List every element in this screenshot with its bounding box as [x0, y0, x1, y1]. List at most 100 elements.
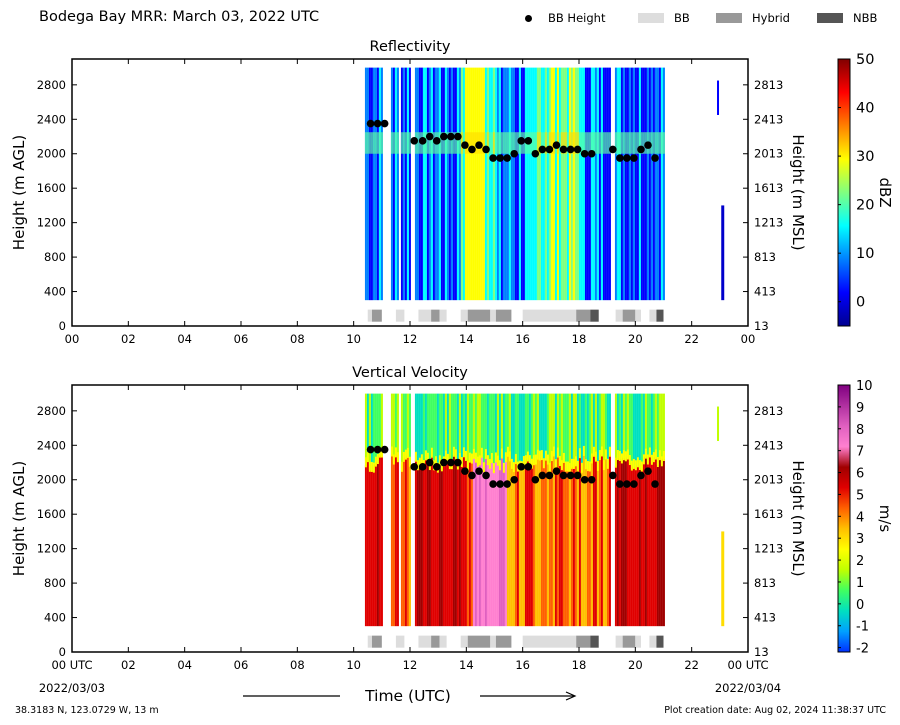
heatmap-cell	[627, 132, 629, 154]
heatmap-cell	[575, 394, 577, 465]
figure-canvas: Reflectivity00 02 04 06 08 10 12 14 16 18 20 22 000 1…	[0, 0, 900, 725]
heatmap-cell	[433, 468, 435, 626]
heatmap-cell	[407, 68, 409, 301]
heatmap-cell	[587, 394, 589, 469]
heatmap-cell	[619, 132, 621, 154]
end-date-label: 2022/03/04	[715, 681, 781, 695]
heatmap-cell	[603, 468, 605, 626]
heatmap-cell	[513, 470, 515, 626]
y-tick-label-right: 1613	[754, 507, 783, 521]
heatmap-cell	[635, 68, 637, 301]
heatmap-cell	[631, 394, 633, 469]
heatmap-cell	[513, 68, 515, 301]
bb-height-point	[616, 480, 624, 488]
heatmap-cell	[533, 463, 535, 626]
bb-height-point	[574, 146, 582, 154]
heatmap-cell	[653, 394, 655, 461]
heatmap-cell	[415, 394, 417, 460]
heatmap-cell	[463, 68, 465, 301]
heatmap-cell	[533, 455, 535, 465]
heatmap-cell	[429, 394, 431, 468]
bb-type-segment	[440, 636, 447, 648]
heatmap-cell	[621, 453, 623, 463]
heatmap-cell	[529, 68, 531, 301]
heatmap-cell	[429, 468, 431, 626]
heatmap-cell	[561, 68, 563, 301]
heatmap-cell	[493, 68, 495, 301]
heatmap-cell	[645, 457, 647, 627]
colorbar-tick-label: 0	[856, 295, 865, 311]
heatmap-cell	[427, 394, 429, 461]
heatmap-cell	[417, 468, 419, 626]
heatmap-cell	[459, 394, 461, 461]
heatmap-cell	[547, 68, 549, 301]
heatmap-cell	[375, 394, 377, 465]
heatmap-cell	[625, 132, 627, 154]
heatmap-cell	[517, 68, 519, 301]
heatmap-cell	[441, 469, 443, 626]
heatmap-cell	[507, 68, 509, 301]
heatmap-cell	[497, 464, 499, 626]
heatmap-cell	[661, 132, 663, 154]
heatmap-cell	[425, 458, 427, 626]
heatmap-cell	[601, 68, 603, 301]
bb-type-segment	[616, 310, 623, 322]
heatmap-cell	[397, 452, 399, 462]
x-tick-label: 18	[572, 658, 587, 672]
heatmap-cell	[495, 394, 497, 461]
bb-height-point	[581, 476, 589, 484]
heatmap-cell	[485, 68, 487, 301]
heatmap-cell	[505, 68, 507, 301]
heatmap-cell	[405, 132, 407, 154]
heatmap-cell	[477, 465, 479, 627]
heatmap-cell	[657, 132, 659, 154]
bb-height-point	[517, 137, 525, 145]
heatmap-cell	[393, 463, 395, 627]
heatmap-cell	[373, 68, 375, 301]
heatmap-cell	[455, 449, 457, 459]
heatmap-cell	[433, 68, 435, 301]
colorbar-tick-label: 10	[856, 246, 874, 262]
y-tick-label: 1200	[37, 542, 66, 556]
y-axis-label: Height (m AGL)	[10, 135, 28, 250]
heatmap-cell	[641, 469, 643, 626]
heatmap-cell	[717, 81, 719, 115]
y-axis-label-right: Height (m MSL)	[789, 460, 807, 576]
heatmap-cell	[567, 394, 569, 470]
heatmap-cell	[619, 451, 621, 461]
heatmap-cell	[533, 68, 535, 301]
heatmap-cell	[393, 132, 395, 154]
heatmap-cell	[483, 462, 485, 472]
heatmap-cell	[717, 407, 719, 441]
heatmap-cell	[501, 68, 503, 301]
heatmap-cell	[403, 68, 405, 301]
heatmap-cell	[489, 467, 491, 626]
heatmap-cell	[457, 468, 459, 627]
bb-height-point	[461, 467, 469, 475]
bb-type-segment	[590, 310, 598, 322]
heatmap-cell	[373, 394, 375, 471]
heatmap-cell	[525, 68, 527, 301]
bb-type-segment	[649, 636, 656, 648]
x-tick-label: 06	[234, 658, 249, 672]
heatmap-cell	[495, 68, 497, 301]
x-tick-label: 16	[515, 658, 530, 672]
heatmap-cell	[545, 394, 547, 459]
heatmap-cell	[453, 447, 455, 457]
heatmap-cell	[549, 394, 551, 471]
heatmap-cell	[651, 463, 653, 626]
heatmap-cell	[445, 68, 447, 301]
heatmap-cell	[483, 68, 485, 301]
heatmap-cell	[563, 68, 565, 301]
heatmap-cell	[721, 205, 724, 300]
heatmap-cell	[449, 68, 451, 301]
x-tick-label: 10	[346, 658, 361, 672]
bb-height-point	[433, 463, 441, 471]
heatmap-cell	[407, 456, 409, 626]
heatmap-cell	[483, 470, 485, 626]
heatmap-cell	[555, 394, 557, 468]
heatmap-cell	[435, 464, 437, 626]
bb-height-point	[517, 463, 525, 471]
heatmap-cell	[397, 68, 399, 301]
heatmap-cell	[471, 68, 473, 301]
